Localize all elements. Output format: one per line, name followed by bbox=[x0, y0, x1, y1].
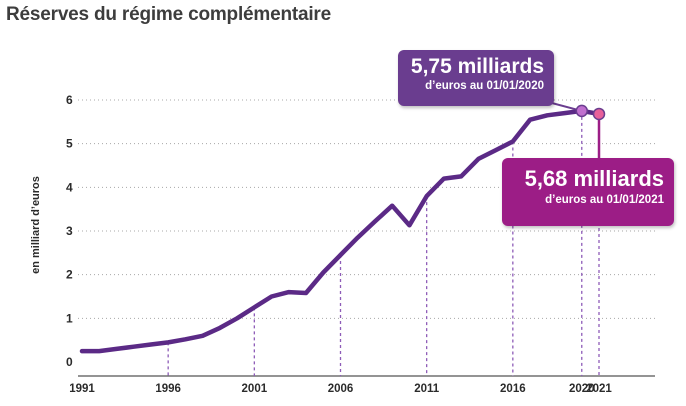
y-tick-label-0: 0 bbox=[66, 355, 73, 369]
highlight-point-2021 bbox=[592, 107, 606, 121]
annotation-2021-value: 5,68 milliards bbox=[524, 166, 664, 191]
annotation-2021: 5,68 milliards d’euros au 01/01/2021 bbox=[502, 158, 674, 226]
y-tick-label-3: 3 bbox=[66, 224, 73, 238]
x-tick-label-1991: 1991 bbox=[69, 383, 95, 395]
x-tick-label-2001: 2001 bbox=[242, 383, 268, 395]
y-tick-label-2: 2 bbox=[66, 268, 73, 282]
x-tick-label-1996: 1996 bbox=[155, 383, 181, 395]
x-tick-label-2006: 2006 bbox=[328, 383, 354, 395]
series-line-reserves bbox=[79, 108, 602, 354]
y-tick-label-4: 4 bbox=[66, 180, 73, 194]
x-tick-label-2020: 2020 bbox=[569, 383, 595, 395]
highlight-point-2020 bbox=[575, 104, 589, 118]
annotation-2020-value: 5,75 milliards bbox=[410, 55, 544, 78]
y-tick-label-6: 6 bbox=[66, 93, 73, 107]
x-tick-label-2021: 2021 bbox=[586, 383, 612, 395]
y-tick-label-1: 1 bbox=[66, 311, 73, 325]
x-tick-label-2016: 2016 bbox=[500, 383, 526, 395]
annotation-2021-caption: d’euros au 01/01/2021 bbox=[545, 194, 664, 206]
annotation-2020-caption: d’euros au 01/01/2020 bbox=[425, 80, 544, 92]
x-tick-label-2011: 2011 bbox=[414, 383, 440, 395]
annotation-2020: 5,75 milliards d’euros au 01/01/2020 bbox=[398, 50, 554, 106]
y-tick-label-5: 5 bbox=[66, 137, 73, 151]
chart-title: Réserves du régime complémentaire bbox=[6, 4, 331, 25]
